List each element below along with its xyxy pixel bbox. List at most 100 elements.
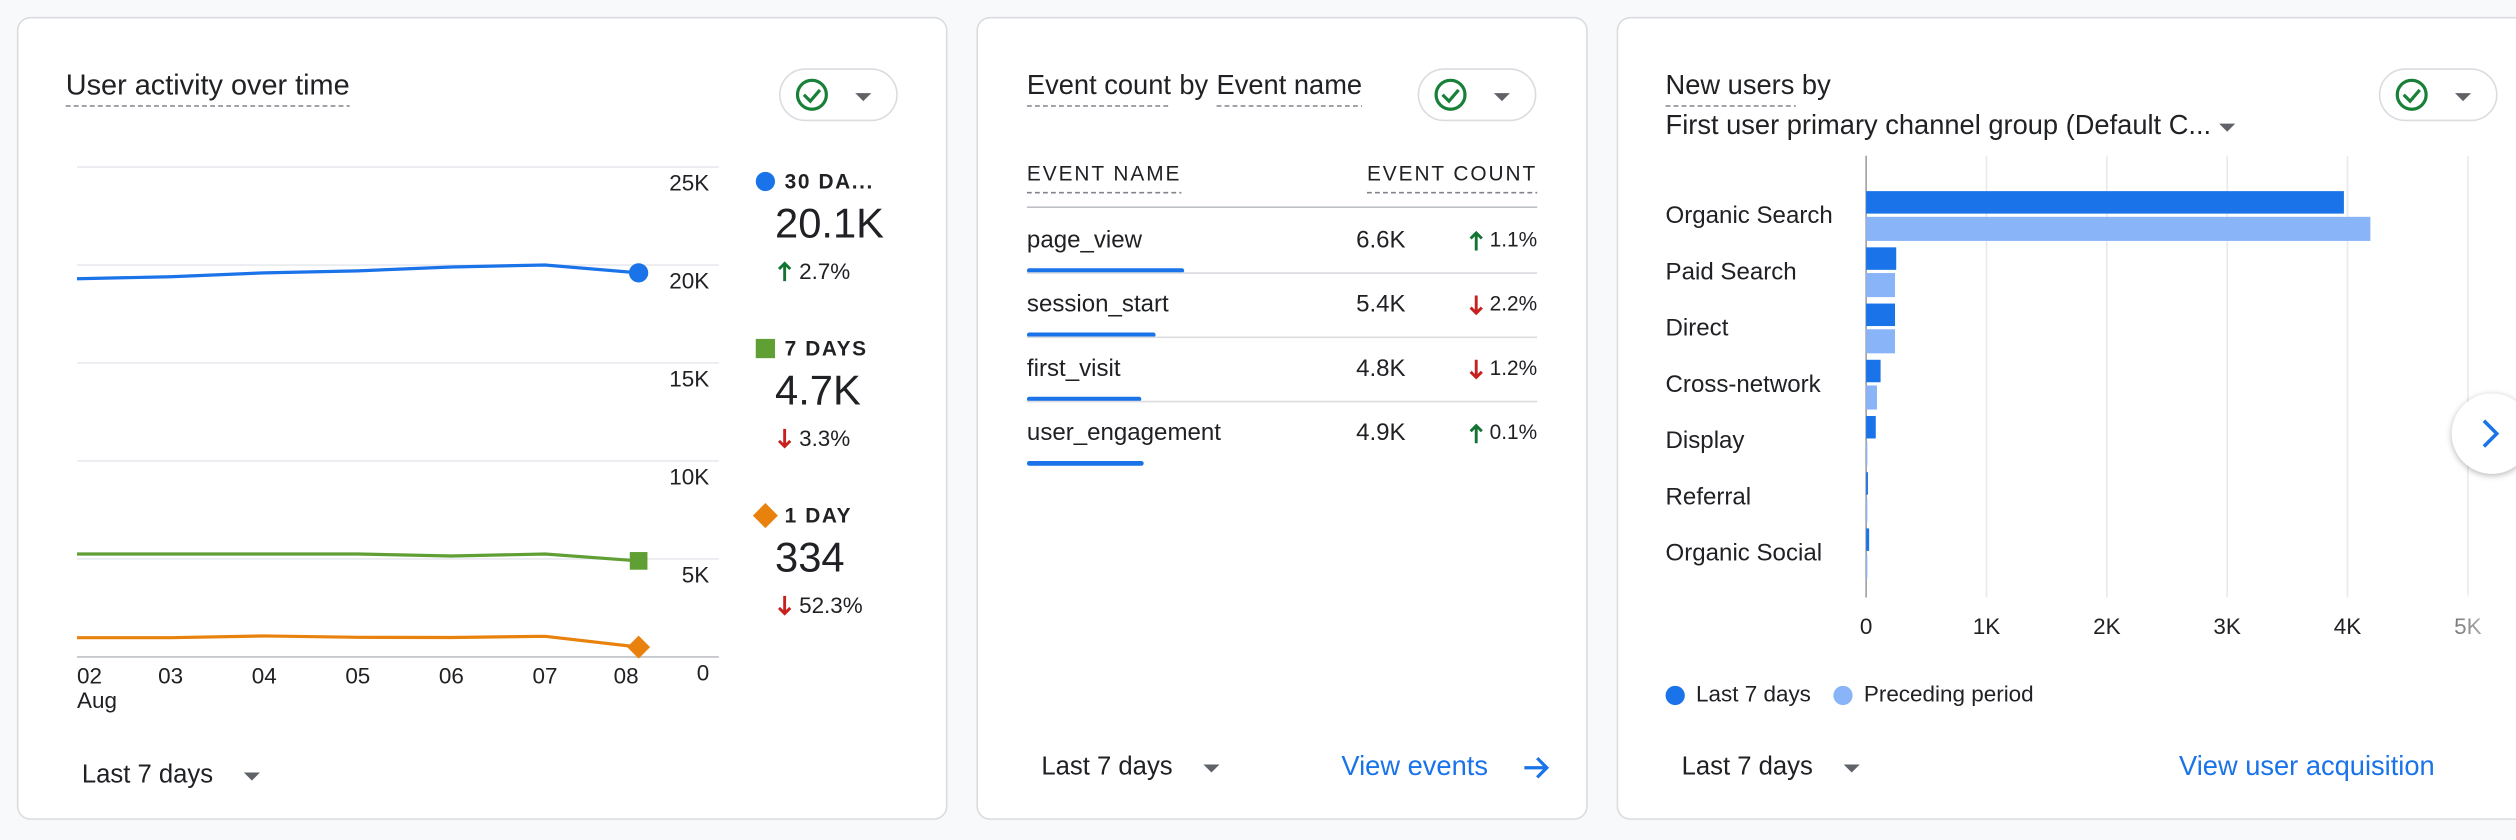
- check-icon: [2395, 78, 2428, 111]
- category-label: Paid Search: [1666, 258, 1797, 285]
- category-label: Display: [1666, 427, 1745, 454]
- series-line: [76, 263, 639, 281]
- x-tick-label: 04: [252, 664, 277, 689]
- chart-subtitle: First user primary channel group (Defaul…: [1666, 109, 2212, 140]
- check-icon: [1434, 78, 1467, 111]
- card: [976, 16, 1588, 820]
- bar: [1866, 191, 2344, 214]
- bar: [1866, 415, 1876, 439]
- category-label: Direct: [1666, 315, 1729, 342]
- bar: [1866, 441, 1868, 466]
- y-tick-label: 0: [697, 661, 709, 686]
- event-count: 5.4K: [1356, 291, 1406, 318]
- date-range: Last 7 days: [1041, 752, 1172, 780]
- count-bar: [1026, 460, 1144, 466]
- card-title: Event count: [1027, 69, 1171, 100]
- dropdown-icon[interactable]: [2219, 123, 2236, 132]
- check-icon: [795, 78, 828, 111]
- event-name[interactable]: user_engagement: [1027, 419, 1221, 446]
- link-arrow[interactable]: [1524, 756, 1550, 779]
- bar: [1866, 472, 1868, 495]
- event-change: 1.2%: [1490, 357, 1538, 380]
- series-line: [77, 552, 639, 563]
- column-header: EVENT COUNT: [1367, 163, 1537, 186]
- date-range: Last 7 days: [82, 761, 213, 789]
- event-count: 4.8K: [1356, 355, 1406, 382]
- end-marker: [629, 552, 648, 570]
- change-arrow: [1469, 359, 1483, 380]
- summary-change: 52.3%: [799, 593, 863, 618]
- bar: [1866, 247, 1897, 270]
- bar: [1866, 273, 1896, 298]
- dropdown-icon[interactable]: [1203, 764, 1220, 773]
- x-tick-label: 2K: [2093, 614, 2120, 639]
- bar: [1866, 554, 1868, 579]
- y-tick-label: 20K: [669, 269, 709, 294]
- bar: [1866, 497, 1868, 522]
- x-tick-label: 03: [158, 664, 183, 689]
- date-range: Last 7 days: [1682, 752, 1813, 780]
- summary-value: 4.7K: [775, 367, 861, 414]
- x-tick-label: 3K: [2213, 614, 2240, 639]
- legend-marker: [755, 338, 776, 359]
- event-name[interactable]: session_start: [1027, 291, 1169, 318]
- bar: [1866, 216, 2371, 241]
- dropdown-icon[interactable]: [855, 93, 872, 102]
- check-icon: [2402, 88, 2421, 104]
- chart-title: New users by: [1666, 69, 1832, 100]
- legend-marker: [752, 503, 778, 529]
- count-bar: [1026, 268, 1185, 274]
- change-arrow: [1469, 295, 1483, 316]
- event-name[interactable]: page_view: [1027, 226, 1143, 253]
- legend-marker: [1665, 685, 1685, 706]
- series-line: [77, 634, 639, 649]
- change-arrow: [1469, 230, 1483, 251]
- event-count: 6.6K: [1356, 226, 1406, 253]
- chart-title: User activity over time: [66, 69, 350, 101]
- dropdown-icon[interactable]: [243, 772, 260, 781]
- x-sublabel: Aug: [77, 688, 117, 713]
- summary-change: 2.7%: [799, 259, 850, 284]
- summary-value: 20.1K: [775, 199, 884, 246]
- summary-change: 3.3%: [799, 426, 850, 451]
- card: [16, 16, 948, 820]
- x-tick-label: 0: [1860, 614, 1872, 639]
- legend-label: 7 DAYS: [785, 338, 868, 361]
- change-arrow: [778, 428, 792, 449]
- dropdown-icon[interactable]: [1843, 764, 1860, 773]
- dropdown-icon[interactable]: [2455, 93, 2472, 102]
- column-header: EVENT NAME: [1027, 163, 1181, 186]
- x-tick-label: 4K: [2334, 614, 2361, 639]
- category-label: Referral: [1666, 483, 1752, 510]
- category-label: Organic Social: [1666, 539, 1823, 566]
- bar: [1866, 303, 1896, 327]
- edge-fade: [2406, 594, 2516, 659]
- count-bar: [1026, 396, 1142, 402]
- category-label: Cross-network: [1666, 371, 1822, 398]
- view-link[interactable]: View events: [1341, 750, 1488, 781]
- y-tick-label: 5K: [682, 563, 709, 588]
- y-tick-label: 15K: [669, 367, 709, 392]
- legend-marker: [755, 171, 776, 192]
- legend-label: 1 DAY: [785, 505, 853, 528]
- next-button[interactable]: [2451, 393, 2516, 474]
- x-tick-label: 05: [345, 664, 370, 689]
- legend-marker: [1833, 685, 1853, 706]
- card-title: Event name: [1217, 69, 1363, 100]
- event-name[interactable]: first_visit: [1027, 355, 1121, 382]
- legend-label: 30 DA...: [785, 171, 874, 194]
- event-change: 1.1%: [1490, 228, 1538, 251]
- y-tick-label: 10K: [669, 465, 709, 490]
- x-tick-label: 1K: [1973, 614, 2000, 639]
- summary-value: 334: [775, 534, 845, 581]
- change-arrow: [778, 261, 792, 282]
- legend-label: Preceding period: [1864, 681, 2034, 706]
- view-link[interactable]: View user acquisition: [2179, 750, 2435, 781]
- legend-label: Last 7 days: [1696, 681, 1811, 706]
- event-change: 2.2%: [1490, 293, 1538, 316]
- x-tick-label: 08: [614, 664, 639, 689]
- x-tick-label: 02: [77, 664, 102, 689]
- event-change: 0.1%: [1490, 421, 1538, 444]
- dropdown-icon[interactable]: [1493, 93, 1510, 102]
